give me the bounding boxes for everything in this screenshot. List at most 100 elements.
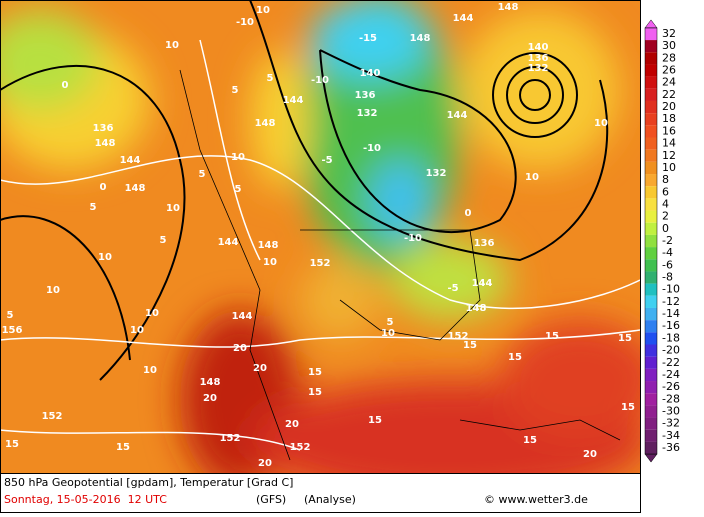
contour-label: 152: [42, 411, 63, 422]
colorbar-label: -22: [662, 356, 680, 369]
contour-label: 10: [256, 5, 270, 16]
colorbar-label: -20: [662, 344, 680, 357]
contour-label: 152: [290, 442, 311, 453]
contour-label: 148: [258, 240, 279, 251]
colorbar-swatch: [645, 271, 657, 284]
contour-label: 132: [426, 168, 447, 179]
contour-label: 132: [357, 108, 378, 119]
contour-label: 10: [143, 365, 157, 376]
colorbar-swatch: [645, 393, 657, 406]
colorbar-swatch: [645, 441, 657, 455]
contour-label: 136: [355, 90, 376, 101]
contour-label: -10: [363, 143, 381, 154]
colorbar-label: -2: [662, 234, 673, 247]
colorbar-label: -24: [662, 368, 680, 381]
contour-label: -10: [404, 233, 422, 244]
colorbar-label: -8: [662, 271, 673, 284]
colorbar-swatch: [645, 381, 657, 394]
colorbar-swatch: [645, 222, 657, 235]
colorbar-swatch: [645, 405, 657, 418]
colorbar-label: 26: [662, 64, 676, 77]
colorbar-label: -26: [662, 380, 680, 393]
colorbar-label: 8: [662, 173, 669, 186]
colorbar-swatch: [645, 429, 657, 442]
colorbar-swatch: [645, 186, 657, 199]
contour-label: 10: [166, 203, 180, 214]
contour-label: 10: [98, 252, 112, 263]
colorbar-swatch: [645, 137, 657, 150]
contour-label: 144: [283, 95, 304, 106]
contour-label: 10: [130, 325, 144, 336]
colorbar-label: -36: [662, 441, 680, 454]
colorbar-swatch: [645, 27, 657, 41]
colorbar-swatch: [645, 307, 657, 321]
contour-label: 5: [235, 184, 242, 195]
contour-label: 144: [472, 278, 493, 289]
colorbar-swatch: [645, 198, 657, 211]
run: (Analyse): [304, 493, 356, 506]
contour-label: 10: [231, 152, 245, 163]
contour-label: 152: [220, 433, 241, 444]
contour-label: 15: [523, 435, 537, 446]
colorbar-swatch: [645, 344, 657, 357]
colorbar-swatch: [645, 161, 657, 175]
colorbar-swatch: [645, 259, 657, 272]
colorbar-label: -6: [662, 258, 673, 271]
colorbar-label: 20: [662, 100, 676, 113]
contour-label: 144: [447, 110, 468, 121]
contour-label: 10: [381, 328, 395, 339]
contour-label: 5: [267, 73, 274, 84]
contour-label: 148: [498, 2, 519, 13]
contour-label: 10: [165, 40, 179, 51]
contour-label: 148: [95, 138, 116, 149]
contour-label: 140: [360, 68, 381, 79]
contour-label: 148: [466, 303, 487, 314]
contour-label: 15: [368, 415, 382, 426]
contour-label: 20: [233, 343, 247, 354]
contour-label: 144: [453, 13, 474, 24]
colorbar-label: -10: [662, 283, 680, 296]
contour-label: 10: [525, 172, 539, 183]
colorbar-label: 12: [662, 149, 676, 162]
colorbar: 32302826242220181614121086420-2-4-6-8-10…: [644, 19, 680, 463]
contour-label: 144: [218, 237, 239, 248]
credit: © www.wetter3.de: [484, 493, 588, 506]
colorbar-label: 32: [662, 27, 676, 40]
contour-label: 144: [120, 155, 141, 166]
colorbar-swatch: [645, 234, 657, 248]
model: (GFS): [256, 493, 286, 506]
description: 850 hPa Geopotential [gpdam], Temperatur…: [4, 476, 293, 489]
contour-label: 148: [255, 118, 276, 129]
colorbar-swatch: [645, 64, 657, 77]
contour-label: 15: [618, 333, 632, 344]
contour-label: 148: [410, 33, 431, 44]
contour-label: 20: [253, 363, 267, 374]
contour-label: 0: [100, 182, 107, 193]
colorbar-label: -30: [662, 404, 680, 417]
contour-label: 15: [545, 331, 559, 342]
contour-label: 10: [46, 285, 60, 296]
contour-label: 140: [528, 42, 549, 53]
contour-label: 5: [232, 85, 239, 96]
contour-label: 152: [448, 331, 469, 342]
contour-label: 148: [125, 183, 146, 194]
contour-label: 0: [465, 208, 472, 219]
colorbar-swatch: [645, 417, 657, 430]
contour-label: 15: [508, 352, 522, 363]
colorbar-label: 14: [662, 137, 676, 150]
colorbar-swatch: [645, 76, 657, 89]
colorbar-label: -14: [662, 307, 680, 320]
contour-label: 20: [285, 419, 299, 430]
contour-label: -10: [311, 75, 329, 86]
contour-label: 10: [263, 257, 277, 268]
colorbar-label: 24: [662, 76, 676, 89]
colorbar-swatch: [645, 100, 657, 114]
contour-label: 15: [308, 367, 322, 378]
colorbar-swatch: [645, 52, 657, 65]
contour-label: 136: [528, 53, 549, 64]
contour-label: 15: [621, 402, 635, 413]
colorbar-label: 10: [662, 161, 676, 174]
colorbar-label: -32: [662, 417, 680, 430]
date: Sonntag, 15-05-2016 12 UTC: [4, 493, 167, 506]
colorbar-swatch: [645, 88, 657, 101]
